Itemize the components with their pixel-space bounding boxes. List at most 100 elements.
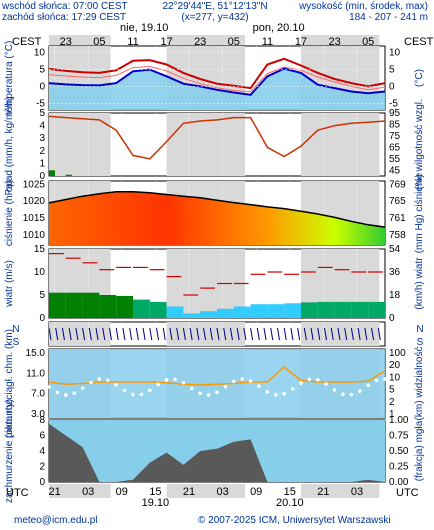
footer-copyright: © 2007-2025 ICM, Uniwersytet Warszawski xyxy=(198,515,391,526)
hour-tick-bottom: 21 xyxy=(317,486,329,498)
y-tick-right: 36 xyxy=(389,267,401,278)
night-band-top xyxy=(166,35,245,46)
pressure-area xyxy=(49,191,385,245)
y-axis-label-left: pion. rozciągł. chm. (km) xyxy=(4,329,15,438)
day-label-top: pon, 20.10 xyxy=(253,22,305,34)
wind-direction-arrow xyxy=(236,327,240,341)
y-tick-left: 0 xyxy=(39,171,45,182)
wind-direction-arrow xyxy=(108,327,112,341)
cloud-dot xyxy=(366,383,371,388)
night-shade xyxy=(49,322,111,346)
y-tick-left: 10 xyxy=(34,267,46,278)
cloud-dot xyxy=(374,378,379,383)
wind-direction-arrow xyxy=(377,327,381,341)
wind-speed-bar xyxy=(284,303,301,318)
wind-direction-arrow xyxy=(229,327,233,341)
y-tick-right: 55 xyxy=(389,154,401,165)
night-band-bottom xyxy=(301,484,380,498)
cloud-dot xyxy=(89,380,93,385)
wind-speed-bar xyxy=(116,295,133,318)
y-tick-right: 54 xyxy=(389,244,401,255)
cloudiness-area xyxy=(49,423,385,482)
cloud-dot xyxy=(72,391,76,396)
height-values: 184 - 207 - 241 m xyxy=(349,12,428,23)
temp-min-line xyxy=(48,65,386,93)
timezone-top-label: CEST xyxy=(404,36,434,48)
wind-speed-bar xyxy=(233,306,251,318)
y-tick-left: 1025 xyxy=(23,179,46,190)
y-tick-right: 100 xyxy=(389,348,406,359)
wind-direction-arrow xyxy=(176,327,180,341)
y-tick-left: 4 xyxy=(39,446,45,457)
y-tick-right: 0.25 xyxy=(389,462,409,473)
y-tick-right: 0 xyxy=(389,81,395,92)
night-shade xyxy=(301,322,380,346)
hour-tick-top: 05 xyxy=(93,36,105,48)
y-tick-right: 769 xyxy=(389,179,406,190)
wind-speed-bar xyxy=(166,306,184,318)
y-tick-left: 7.0 xyxy=(31,389,45,400)
cloud-dot xyxy=(282,391,287,396)
hour-tick-bottom: 03 xyxy=(216,486,228,498)
footer-email[interactable]: meteo@icm.edu.pl xyxy=(14,515,98,526)
night-band-bottom xyxy=(166,484,245,498)
wind-speed-bar xyxy=(368,301,385,318)
wind-direction-arrow xyxy=(156,327,160,341)
y-tick-left: 1020 xyxy=(23,196,46,207)
y-tick-left: 0 xyxy=(39,81,45,92)
hour-tick-bottom: 03 xyxy=(82,486,94,498)
y-tick-left: 5 xyxy=(39,108,45,119)
hour-tick-top: 11 xyxy=(127,36,138,48)
y-axis-label-left: temperatura (°C) xyxy=(4,41,15,116)
wind-speed-bar xyxy=(49,292,66,318)
cloud-dot xyxy=(206,393,211,397)
precipitation-bar xyxy=(49,170,55,176)
cloud-dot xyxy=(106,378,110,382)
y-axis-label-left: zachmurzenie (oktanty) xyxy=(4,399,15,503)
cloud-dot xyxy=(215,390,219,395)
wind-speed-bar xyxy=(334,301,352,318)
y-tick-right: 0.00 xyxy=(389,477,409,488)
wind-direction-arrow xyxy=(297,327,301,341)
wind-direction-arrow xyxy=(371,327,375,341)
hour-tick-bottom: 15 xyxy=(149,486,161,498)
wind-direction-arrow xyxy=(55,327,59,341)
wind-direction-arrow xyxy=(182,327,186,341)
wind-speed-bar xyxy=(133,299,150,318)
humidity-line xyxy=(48,115,386,160)
timezone-top-label: CEST xyxy=(12,36,42,48)
hour-tick-top: 11 xyxy=(262,36,273,48)
cloud-dot xyxy=(80,386,85,390)
y-axis-label-right: (km/h) wiatr xyxy=(414,257,425,310)
y-tick-right: 0.50 xyxy=(389,446,409,457)
y-tick-left: 0 xyxy=(39,477,45,488)
wind-direction-arrow xyxy=(149,327,153,341)
cloud-dot xyxy=(190,386,194,391)
temp-line xyxy=(48,57,386,90)
cloud-dot xyxy=(223,384,228,389)
day-label-top: nie, 19.10 xyxy=(120,22,168,34)
wind-direction-arrow xyxy=(344,327,348,341)
y-tick-left: 0 xyxy=(39,313,45,324)
y-axis-label-left: ciśnienie (hPa) xyxy=(4,180,15,246)
wind-speed-bar xyxy=(217,308,234,318)
wind-direction-arrow xyxy=(75,327,79,341)
hour-tick-bottom: 21 xyxy=(183,486,195,498)
hour-tick-top: 23 xyxy=(194,36,206,48)
wind-direction-arrow xyxy=(324,327,328,341)
cloud-dot xyxy=(299,381,303,385)
cloud-dot xyxy=(358,389,362,393)
y-tick-right: 758 xyxy=(389,230,406,241)
wind-direction-arrow xyxy=(256,327,260,341)
hour-tick-bottom: 15 xyxy=(284,486,296,498)
wind-direction-arrow xyxy=(243,327,247,341)
cloud-dot xyxy=(131,392,135,397)
night-shade xyxy=(166,322,245,346)
y-axis-label-right: (mm Hg) ciśnienie xyxy=(414,172,425,253)
wind-direction-arrow xyxy=(209,327,213,341)
wind-direction-arrow xyxy=(169,327,173,341)
height-title: wysokość (min, środek, max) xyxy=(299,1,428,12)
y-tick-left: 10 xyxy=(34,48,46,59)
cloud-dot xyxy=(181,380,186,385)
